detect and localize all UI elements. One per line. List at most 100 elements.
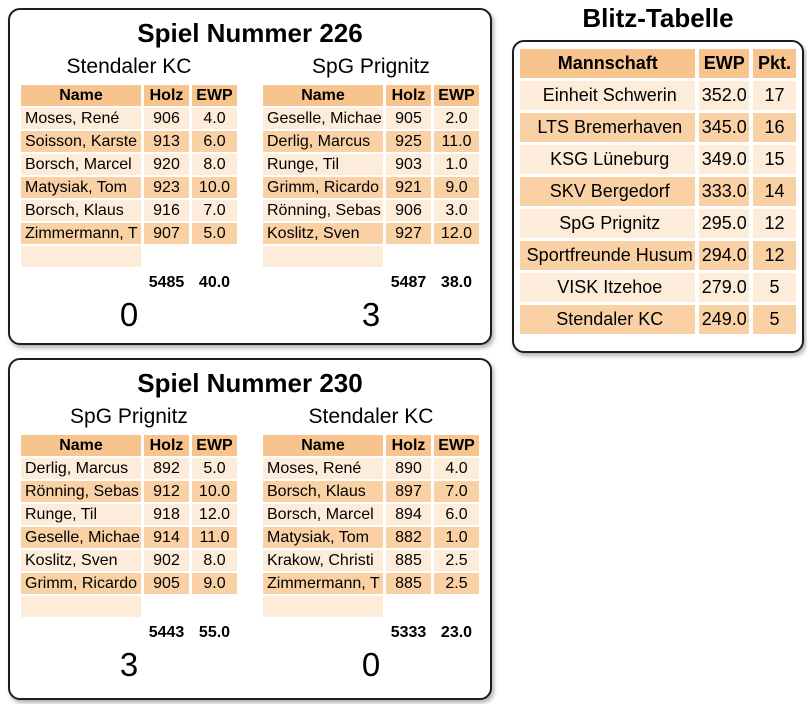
standings-row: SKV Bergedorf 333.0 14 [520, 177, 796, 206]
player-holz-cell: 897 [386, 481, 431, 502]
total-holz-cell: 5485 [144, 269, 189, 293]
player-row: Moses, René 890 4.0 [263, 458, 479, 479]
player-name-cell: Koslitz, Sven [21, 550, 141, 571]
player-holz-cell: 894 [386, 504, 431, 525]
player-ewp-cell: 11.0 [192, 527, 237, 548]
player-name-cell: Matysiak, Tom [21, 177, 141, 198]
standings-pkt-cell: 14 [752, 177, 796, 206]
empty-holz-cell [144, 246, 189, 267]
empty-name-cell [21, 246, 141, 267]
player-holz-cell: 907 [144, 223, 189, 244]
player-name-cell: Moses, René [263, 458, 383, 479]
player-name-cell: Grimm, Ricardo [21, 573, 141, 594]
team-name: Stendaler KC [308, 405, 434, 428]
player-holz-cell: 885 [386, 573, 431, 594]
total-ewp-cell: 40.0 [192, 269, 237, 293]
player-name-cell: Derlig, Marcus [21, 458, 141, 479]
player-ewp-cell: 5.0 [192, 223, 237, 244]
player-holz-cell: 902 [144, 550, 189, 571]
empty-row [21, 596, 237, 617]
empty-ewp-cell [192, 246, 237, 267]
standings-row: Einheit Schwerin 352.0 17 [520, 81, 796, 110]
col-header-ewp: EWP [192, 85, 237, 106]
player-holz-cell: 918 [144, 504, 189, 525]
col-header-mannschaft: Mannschaft [520, 49, 696, 78]
player-row: Geselle, Michae 914 11.0 [21, 527, 237, 548]
player-holz-cell: 906 [386, 200, 431, 221]
player-table: Name Holz EWP Moses, René 906 4.0 Soisson, … [18, 83, 240, 295]
empty-holz-cell [386, 596, 431, 617]
totals-row: 5333 23.0 [263, 619, 479, 643]
player-ewp-cell: 1.0 [434, 527, 479, 548]
standings-ewp-cell: 345.0 [699, 113, 749, 142]
total-holz-cell: 5443 [144, 619, 189, 643]
player-row: Geselle, Michae 905 2.0 [263, 108, 479, 129]
standings-row: VISK Itzehoe 279.0 5 [520, 273, 796, 302]
player-name-cell: Rönning, Sebas [21, 481, 141, 502]
match-score: 3 [361, 296, 381, 333]
total-ewp-cell: 55.0 [192, 619, 237, 643]
player-holz-cell: 923 [144, 177, 189, 198]
standings-team-cell: SKV Bergedorf [520, 177, 696, 206]
player-row: Derlig, Marcus 925 11.0 [263, 131, 479, 152]
player-ewp-cell: 10.0 [192, 481, 237, 502]
match-score: 0 [119, 296, 139, 333]
player-name-cell: Zimmermann, T [21, 223, 141, 244]
player-name-cell: Rönning, Sebas [263, 200, 383, 221]
totals-spacer-cell [21, 269, 141, 293]
player-row: Moses, René 906 4.0 [21, 108, 237, 129]
player-ewp-cell: 7.0 [434, 481, 479, 502]
player-row: Grimm, Ricardo 905 9.0 [21, 573, 237, 594]
player-table-header: Name Holz EWP [21, 435, 237, 456]
empty-ewp-cell [192, 596, 237, 617]
player-ewp-cell: 6.0 [434, 504, 479, 525]
player-row: Grimm, Ricardo 921 9.0 [263, 177, 479, 198]
standings-ewp-cell: 295.0 [699, 209, 749, 238]
total-holz-cell: 5487 [386, 269, 431, 293]
standings-team-cell: LTS Bremerhaven [520, 113, 696, 142]
totals-spacer-cell [263, 619, 383, 643]
standings-table: Mannschaft EWP Pkt. Einheit Schwerin 352.… [516, 46, 800, 337]
standings-pkt-cell: 12 [752, 209, 796, 238]
player-row: Matysiak, Tom 923 10.0 [21, 177, 237, 198]
player-table: Name Holz EWP Derlig, Marcus 892 5.0 Rönnin… [18, 433, 240, 645]
player-ewp-cell: 10.0 [192, 177, 237, 198]
player-name-cell: Moses, René [21, 108, 141, 129]
total-ewp-cell: 38.0 [434, 269, 479, 293]
player-ewp-cell: 2.0 [434, 108, 479, 129]
standings-team-cell: Einheit Schwerin [520, 81, 696, 110]
col-header-holz: Holz [144, 435, 189, 456]
empty-ewp-cell [434, 246, 479, 267]
player-holz-cell: 882 [386, 527, 431, 548]
player-table-header: Name Holz EWP [21, 85, 237, 106]
standings-pkt-cell: 17 [752, 81, 796, 110]
player-name-cell: Runge, Til [263, 154, 383, 175]
player-holz-cell: 905 [386, 108, 431, 129]
col-header-ewp: EWP [699, 49, 749, 78]
standings-pkt-cell: 16 [752, 113, 796, 142]
player-row: Rönning, Sebas 912 10.0 [21, 481, 237, 502]
standings-header: Mannschaft EWP Pkt. [520, 49, 796, 78]
player-row: Zimmermann, T 907 5.0 [21, 223, 237, 244]
standings-row: LTS Bremerhaven 345.0 16 [520, 113, 796, 142]
match-score: 3 [119, 646, 139, 683]
game-title: Spiel Nummer 230 [137, 368, 363, 398]
player-ewp-cell: 2.5 [434, 550, 479, 571]
player-name-cell: Matysiak, Tom [263, 527, 383, 548]
game-panel-226: Spiel Nummer 226 Stendaler KC Name Holz … [8, 8, 492, 345]
totals-spacer-cell [21, 619, 141, 643]
player-holz-cell: 885 [386, 550, 431, 571]
total-holz-cell: 5333 [386, 619, 431, 643]
col-header-ewp: EWP [192, 435, 237, 456]
player-holz-cell: 906 [144, 108, 189, 129]
standings-pkt-cell: 15 [752, 145, 796, 174]
empty-row [263, 596, 479, 617]
player-holz-cell: 913 [144, 131, 189, 152]
game-title: Spiel Nummer 226 [137, 18, 363, 48]
standings-team-cell: Sportfreunde Husum [520, 241, 696, 270]
col-header-pkt: Pkt. [752, 49, 796, 78]
player-holz-cell: 905 [144, 573, 189, 594]
player-name-cell: Koslitz, Sven [263, 223, 383, 244]
empty-row [21, 246, 237, 267]
team-block-home: Stendaler KC Name Holz EWP Moses, René 90… [15, 49, 243, 333]
